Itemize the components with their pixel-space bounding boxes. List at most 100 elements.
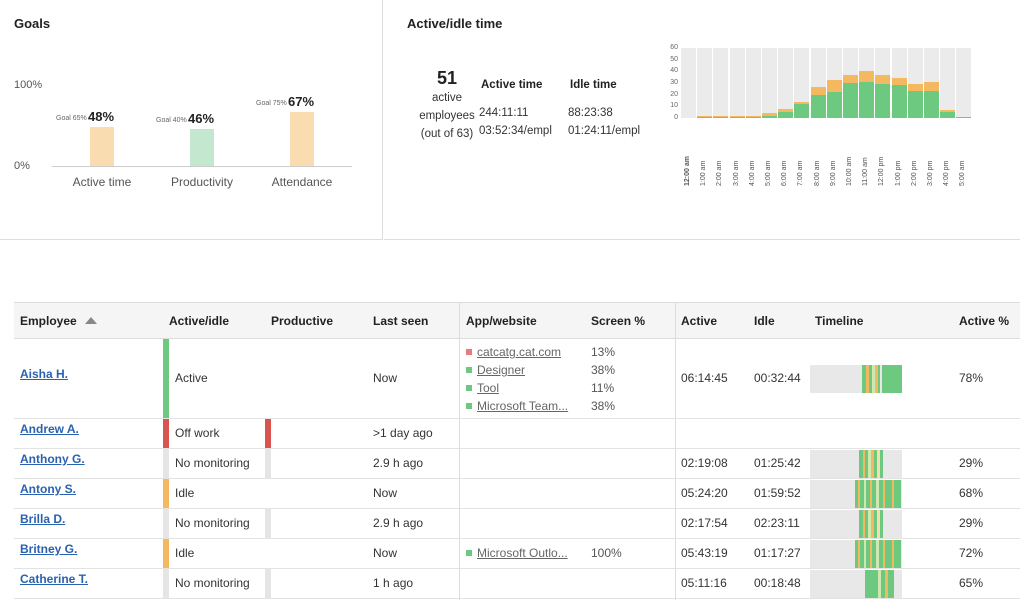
col-app-website[interactable]: App/website [466, 314, 537, 328]
app-item[interactable]: catcatg.cat.com [466, 345, 561, 359]
status-text: No monitoring [175, 576, 250, 590]
y-tick-label: 40 [670, 67, 678, 75]
active-duration: 05:24:20 [681, 486, 728, 500]
hour-column[interactable] [810, 48, 826, 118]
hour-column[interactable] [713, 48, 729, 118]
table-row[interactable]: Antony S. Idle Now 05:24:20 01:59:52 68% [14, 479, 1020, 509]
status-text: Idle [175, 546, 195, 560]
hour-column[interactable] [826, 48, 842, 118]
timeline-segment [866, 480, 870, 508]
employee-name-link[interactable]: Catherine T. [20, 572, 89, 586]
active-percent: 65% [959, 576, 984, 590]
hour-column[interactable] [843, 48, 858, 118]
col-active-idle[interactable]: Active/idle [169, 314, 230, 328]
timeline-segment [855, 540, 858, 568]
timeline-segment [868, 450, 871, 478]
hour-column[interactable] [778, 48, 794, 118]
status-text: Off work [175, 426, 220, 440]
hour-column[interactable] [745, 48, 761, 118]
status-indicator [163, 509, 169, 538]
hour-column[interactable] [940, 48, 956, 118]
status-text: Active [175, 371, 208, 385]
column-separator [675, 303, 676, 600]
timeline-segment [868, 510, 871, 538]
activity-timeline[interactable] [810, 540, 902, 568]
hour-column[interactable] [859, 48, 875, 118]
x-tick-label: 7:00 am [797, 160, 805, 186]
app-item[interactable]: Microsoft Team... [466, 399, 568, 413]
employee-name-link[interactable]: Anthony G. [20, 452, 85, 466]
x-tick-label: 10:00 am [846, 156, 853, 186]
activity-timeline[interactable] [810, 450, 902, 478]
employee-name-link[interactable]: Britney G. [20, 542, 78, 556]
app-link[interactable]: Designer [477, 363, 526, 377]
x-tick-label: 9:00 am [829, 160, 837, 186]
app-link[interactable]: Microsoft Outlo... [477, 546, 568, 560]
table-row[interactable]: Catherine T. No monitoring 1 h ago 05:11:16… [14, 569, 1020, 599]
last-seen: Now [373, 371, 398, 385]
goal-target-label: Goal 75% [256, 100, 287, 107]
app-item[interactable]: Designer [466, 363, 525, 377]
status-indicator [163, 569, 169, 598]
table-row[interactable]: Brilla D. No monitoring 2.9 h ago 02:17:54 0… [14, 509, 1020, 539]
timeline-segment [892, 480, 894, 508]
x-tick-label: 11:00 am [862, 157, 870, 186]
table-row[interactable]: Aisha H. Active Now catcatg.cat.com 13% Desig… [14, 339, 1020, 419]
active-bar [907, 91, 923, 118]
active-bar [859, 81, 875, 118]
hour-column[interactable] [681, 48, 696, 118]
col-screen-pct[interactable]: Screen % [591, 314, 646, 328]
table-row[interactable]: Anthony G. No monitoring 2.9 h ago 02:19:08… [14, 449, 1020, 479]
hour-column[interactable] [956, 48, 972, 118]
active-duration: 02:19:08 [681, 456, 728, 470]
timeline-segment [898, 540, 901, 568]
status-indicator [163, 339, 169, 418]
timeline-segment [871, 510, 874, 538]
hour-column[interactable] [891, 48, 907, 118]
table-row[interactable]: Andrew A. Off work >1 day ago [14, 419, 1020, 449]
app-link[interactable]: Tool [477, 381, 500, 395]
employee-name-link[interactable]: Brilla D. [20, 512, 66, 526]
timeline-segment [876, 540, 879, 568]
activity-timeline[interactable] [810, 510, 902, 538]
col-idle[interactable]: Idle [754, 314, 775, 328]
employee-name-link[interactable]: Antony S. [20, 482, 76, 496]
col-employee[interactable]: Employee [20, 314, 97, 328]
timeline-segment [878, 570, 881, 598]
app-link[interactable]: catcatg.cat.com [477, 345, 562, 359]
col-active-pct[interactable]: Active % [959, 314, 1010, 328]
app-link[interactable]: Microsoft Team... [477, 399, 569, 413]
employee-name-link[interactable]: Aisha H. [20, 367, 69, 381]
hour-column[interactable] [729, 48, 745, 118]
active-bar [826, 92, 842, 118]
hour-column[interactable] [762, 48, 777, 118]
app-item[interactable]: Tool [466, 381, 499, 395]
timeline-segment [859, 510, 863, 538]
goal-value: 67% [288, 94, 315, 109]
hour-column[interactable] [907, 48, 923, 118]
col-last-seen[interactable]: Last seen [373, 314, 429, 328]
table-row[interactable]: Britney G. Idle Now Microsoft Outlo... 100% 0… [14, 539, 1020, 569]
idle-bar [713, 115, 729, 117]
hour-column[interactable] [924, 48, 939, 118]
timeline-segment [894, 480, 898, 508]
hour-column[interactable] [875, 48, 891, 118]
activity-timeline[interactable] [810, 365, 902, 393]
activity-timeline[interactable] [810, 480, 902, 508]
activity-timeline[interactable] [810, 570, 902, 598]
hour-column[interactable] [794, 48, 810, 118]
hour-column[interactable] [697, 48, 713, 118]
employee-name-link[interactable]: Andrew A. [20, 422, 79, 436]
idle-duration: 01:59:52 [754, 486, 801, 500]
col-timeline[interactable]: Timeline [815, 314, 864, 328]
y-tick-label: 20 [670, 90, 678, 98]
timeline-segment [872, 365, 875, 393]
col-productive[interactable]: Productive [271, 314, 334, 328]
idle-bar [762, 113, 777, 116]
sort-asc-icon[interactable] [84, 317, 97, 325]
timeline-segment [878, 365, 880, 393]
col-active[interactable]: Active [681, 314, 718, 328]
idle-bar [826, 79, 842, 93]
timeline-segment [866, 365, 869, 393]
app-item[interactable]: Microsoft Outlo... [466, 546, 568, 560]
